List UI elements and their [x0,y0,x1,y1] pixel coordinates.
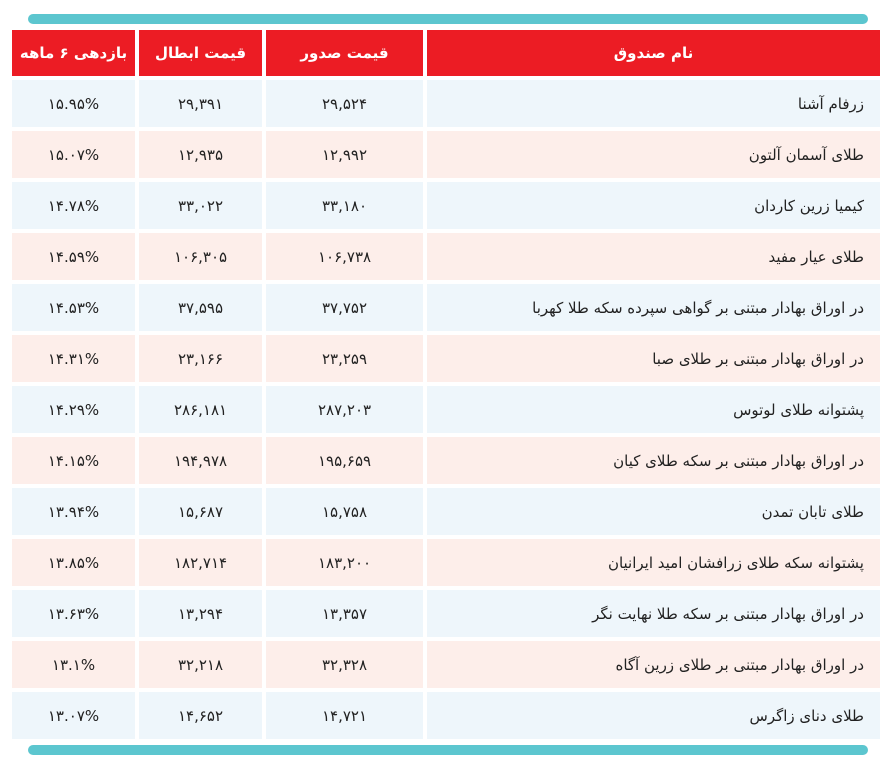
table-cell: ۱۴.۵۳% [12,284,135,331]
table-cell: ۳۲,۲۱۸ [139,641,262,688]
table-cell: ۱۴,۶۵۲ [139,692,262,739]
fund-name: پشتوانه طلای لوتوس [427,386,880,433]
table-cell: ۱۳.۱% [12,641,135,688]
table-cell: ۱۵,۷۵۸ [266,488,423,535]
table-cell: ۱۴,۷۲۱ [266,692,423,739]
fund-name: طلای آسمان آلتون [427,131,880,178]
table-cell: ۱۸۳,۲۰۰ [266,539,423,586]
table-cell: ۱۲,۹۹۲ [266,131,423,178]
header-cell: بازدهی ۶ ماهه [12,30,135,76]
table-cell: ۲۸۷,۲۰۳ [266,386,423,433]
fund-name: طلای عیار مفید [427,233,880,280]
header-cell: نام صندوق [427,30,880,76]
table-cell: ۱۴.۷۸% [12,182,135,229]
table-cell: ۱۴.۱۵% [12,437,135,484]
table-cell: ۱۸۲,۷۱۴ [139,539,262,586]
table-cell: ۱۳,۳۵۷ [266,590,423,637]
bottom-bar [28,745,868,755]
fund-name: در اوراق بهادار مبتنی بر طلای صبا [427,335,880,382]
table-cell: ۱۴.۲۹% [12,386,135,433]
table-cell: ۱۹۵,۶۵۹ [266,437,423,484]
fund-name: در اوراق بهادار مبتنی بر طلای زرین آگاه [427,641,880,688]
table-cell: ۳۲,۳۲۸ [266,641,423,688]
table-cell: ۱۰۶,۷۳۸ [266,233,423,280]
table-cell: ۲۹,۳۹۱ [139,80,262,127]
table-cell: ۲۳,۱۶۶ [139,335,262,382]
table-cell: ۳۳,۰۲۲ [139,182,262,229]
table-cell: ۱۳.۰۷% [12,692,135,739]
table-cell: ۱۳,۲۹۴ [139,590,262,637]
header-cell: قیمت صدور [266,30,423,76]
table-cell: ۱۳.۸۵% [12,539,135,586]
table-cell: ۲۹,۵۲۴ [266,80,423,127]
fund-name: طلای تابان تمدن [427,488,880,535]
table-cell: ۱۳.۹۴% [12,488,135,535]
table-cell: ۱۴.۳۱% [12,335,135,382]
table-cell: ۳۳,۱۸۰ [266,182,423,229]
table-cell: ۳۷,۵۹۵ [139,284,262,331]
table-cell: ۱۵.۹۵% [12,80,135,127]
fund-name: در اوراق بهادار مبتنی بر سکه طلا نهایت ن… [427,590,880,637]
fund-name: طلای دنای زاگرس [427,692,880,739]
fund-name: زرفام آشنا [427,80,880,127]
table-cell: ۱۵.۰۷% [12,131,135,178]
table-cell: ۱۴.۵۹% [12,233,135,280]
table-cell: ۲۸۶,۱۸۱ [139,386,262,433]
fund-name: پشتوانه سکه طلای زرافشان امید ایرانیان [427,539,880,586]
table-cell: ۱۳.۶۳% [12,590,135,637]
table-cell: ۱۵,۶۸۷ [139,488,262,535]
table: نام صندوق قیمت صدور قیمت ابطال بازدهی ۶ ماه… [12,30,880,739]
header-cell: قیمت ابطال [139,30,262,76]
fund-name: کیمیا زرین کاردان [427,182,880,229]
table-cell: ۲۳,۲۵۹ [266,335,423,382]
fund-name: در اوراق بهادار مبتنی بر گواهی سپرده سکه… [427,284,880,331]
table-cell: ۱۹۴,۹۷۸ [139,437,262,484]
fund-name: در اوراق بهادار مبتنی بر سکه طلای کیان [427,437,880,484]
table-cell: ۳۷,۷۵۲ [266,284,423,331]
table-cell: ۱۰۶,۳۰۵ [139,233,262,280]
table-cell: ۱۲,۹۳۵ [139,131,262,178]
top-bar [28,14,868,24]
